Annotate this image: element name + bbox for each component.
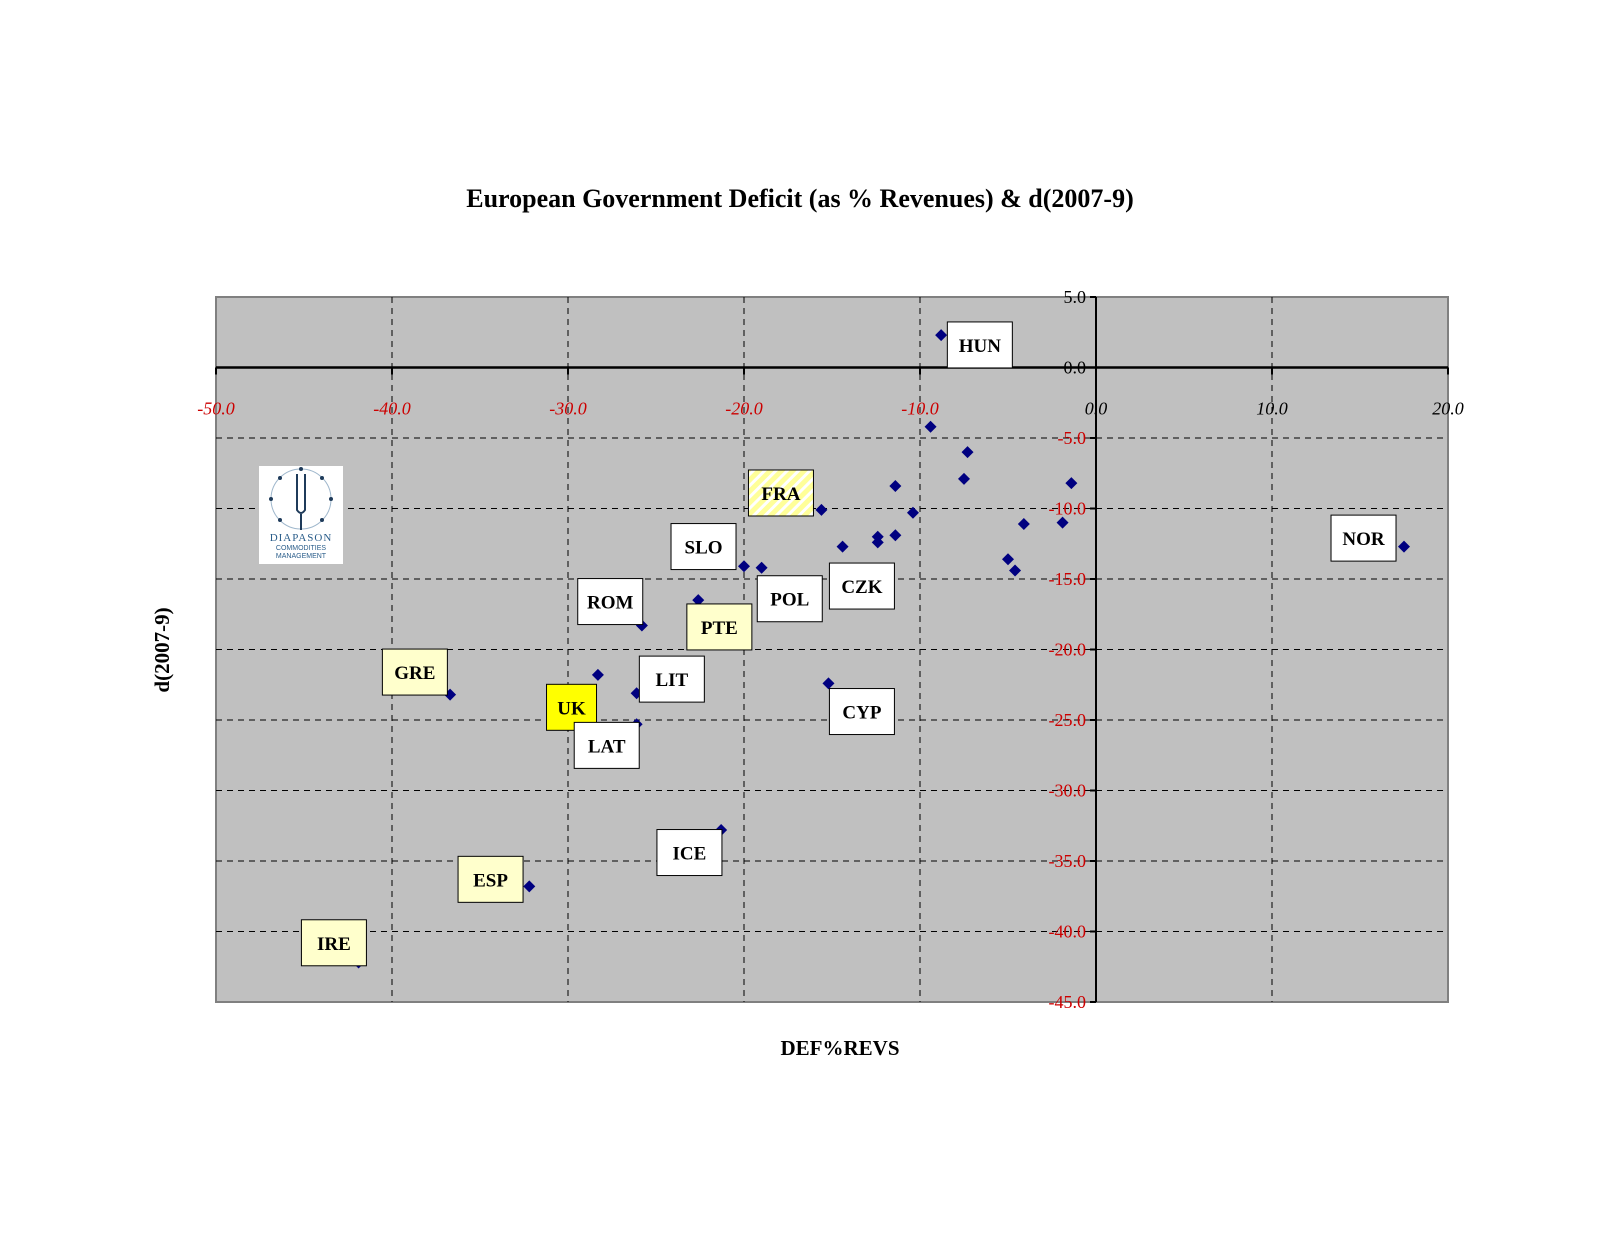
label-text: LAT	[588, 736, 626, 757]
y-tick-label: 0.0	[1064, 358, 1087, 378]
y-tick-label: -45.0	[1049, 992, 1087, 1012]
point-label-rom: ROM	[577, 578, 644, 626]
x-tick-label: -10.0	[901, 399, 939, 419]
label-text: FRA	[761, 484, 800, 505]
point-label-lit: LIT	[638, 655, 705, 703]
point-label-hun: HUN	[946, 321, 1013, 369]
label-text: LIT	[655, 670, 688, 691]
data-point	[889, 529, 902, 542]
y-tick-label: 5.0	[1064, 287, 1087, 307]
point-label-cyp: CYP	[828, 688, 895, 736]
label-box	[946, 321, 1013, 369]
label-box	[577, 578, 644, 626]
data-point	[924, 420, 937, 433]
point-label-pol: POL	[756, 575, 823, 623]
data-point	[958, 472, 970, 485]
label-box	[686, 603, 753, 651]
y-tick-label: -5.0	[1058, 428, 1087, 448]
logo-name: DIAPASON	[269, 532, 333, 544]
logo-subtitle: COMMODITIES MANAGEMENT	[275, 545, 327, 560]
y-tick-label: -20.0	[1049, 640, 1087, 660]
data-point	[871, 536, 884, 549]
chart-title: European Government Deficit (as % Revenu…	[466, 184, 1134, 213]
tick-labels: -50.0 -40.0 -30.0 -20.0 -10.0 0.0 10.0 20.0 5.0 0…	[197, 287, 1464, 1012]
data-point	[836, 540, 849, 553]
label-text: IRE	[317, 934, 351, 955]
data-point	[906, 506, 919, 519]
x-tick-label: -40.0	[373, 399, 411, 419]
data-point	[822, 677, 835, 690]
data-point	[889, 479, 902, 492]
label-box	[670, 523, 737, 571]
data-point	[1009, 564, 1022, 577]
label-box	[381, 648, 448, 696]
label-text: UK	[557, 698, 586, 719]
data-point	[1065, 477, 1078, 490]
y-tick-label: -25.0	[1049, 710, 1087, 730]
label-box	[656, 829, 723, 877]
label-text: NOR	[1342, 529, 1385, 550]
label-box	[828, 688, 895, 736]
x-tick-label: -50.0	[197, 399, 235, 419]
label-text: CYP	[842, 703, 881, 724]
label-text: ROM	[587, 593, 634, 614]
data-point	[1398, 540, 1410, 553]
label-box	[638, 655, 705, 703]
point-label-nor: NOR	[1330, 514, 1397, 562]
point-label-czk: CZK	[828, 562, 895, 610]
x-tick-label: -30.0	[549, 399, 587, 419]
data-point	[523, 880, 536, 893]
label-box	[573, 721, 640, 769]
data-point	[738, 560, 750, 573]
y-tick-label: -15.0	[1049, 569, 1087, 589]
label-box	[457, 855, 524, 903]
data-point	[1056, 516, 1069, 529]
x-axis-title: DEF%REVS	[780, 1036, 900, 1060]
label-text: ESP	[473, 870, 508, 891]
y-tick-label: -30.0	[1049, 781, 1087, 801]
label-box	[756, 575, 823, 623]
data-point	[935, 329, 948, 342]
x-tick-label: 10.0	[1256, 399, 1288, 419]
y-tick-label: -10.0	[1049, 499, 1087, 519]
label-text: HUN	[959, 336, 1002, 357]
label-text: CZK	[841, 577, 882, 598]
data-point	[755, 561, 768, 574]
point-label-lat: LAT	[573, 721, 640, 769]
y-tick-label: -35.0	[1049, 851, 1087, 871]
data-point	[961, 446, 974, 459]
y-tick-label: -40.0	[1049, 922, 1087, 942]
point-label-slo: SLO	[670, 523, 737, 571]
x-tick-label: 0.0	[1085, 399, 1108, 419]
point-label-fra: FRA	[747, 469, 814, 517]
point-label-ice: ICE	[656, 829, 723, 877]
y-axis-title: d(2007-9)	[150, 607, 174, 693]
axes	[215, 296, 1449, 1003]
label-box	[300, 919, 367, 967]
point-label-gre: GRE	[381, 648, 448, 696]
x-tick-label: -20.0	[725, 399, 763, 419]
point-label-esp: ESP	[457, 855, 524, 903]
tuning-fork-icon	[269, 467, 333, 530]
data-points	[352, 329, 1410, 969]
label-box	[747, 469, 814, 517]
label-text: GRE	[394, 663, 435, 684]
label-text: SLO	[685, 538, 723, 559]
data-point	[692, 594, 705, 607]
diapason-logo: DIAPASON COMMODITIES MANAGEMENT	[259, 466, 343, 564]
label-text: PTE	[701, 618, 738, 639]
label-text: ICE	[673, 844, 707, 865]
data-point	[1017, 518, 1030, 531]
x-tick-label: 20.0	[1432, 399, 1464, 419]
point-labels: HUN FRA SLO NOR CZK POL ROM PTE GRE LIT UK CYP LAT IC…	[300, 321, 1397, 967]
data-point	[591, 668, 604, 681]
data-point	[815, 503, 828, 516]
label-box	[828, 562, 895, 610]
label-text: POL	[770, 590, 809, 611]
label-box	[1330, 514, 1397, 562]
point-label-ire: IRE	[300, 919, 367, 967]
point-label-pte: PTE	[686, 603, 753, 651]
data-point	[1002, 553, 1014, 566]
